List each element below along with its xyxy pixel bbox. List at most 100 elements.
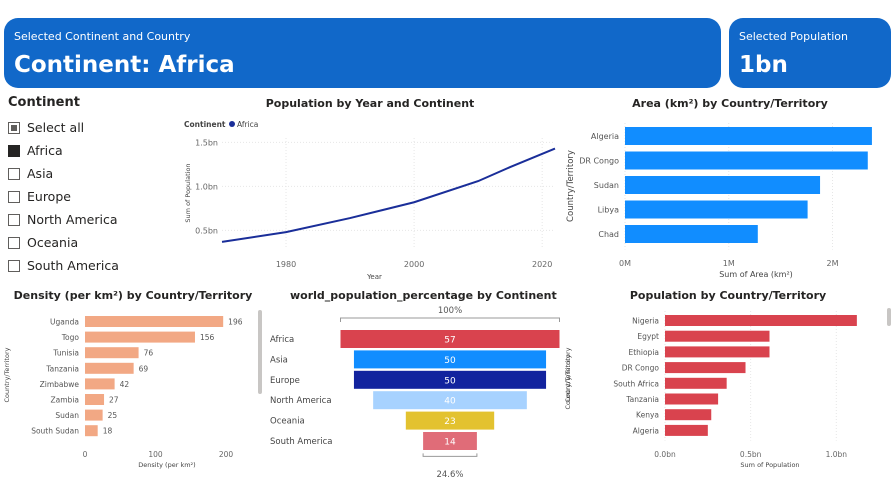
x-tick-label: 0.5bn bbox=[740, 450, 762, 459]
bar-south-africa bbox=[665, 377, 727, 389]
funnel-category-label: Africa bbox=[270, 335, 294, 345]
x-tick-label: 0.0bn bbox=[654, 450, 676, 459]
category-label: DR Congo bbox=[579, 157, 619, 166]
category-label: Libya bbox=[598, 206, 619, 215]
bar-sudan bbox=[85, 409, 103, 421]
bar-dr-congo bbox=[625, 151, 868, 170]
slicer-item-oceania[interactable]: Oceania bbox=[8, 231, 158, 254]
x-tick-label: 1980 bbox=[276, 260, 296, 269]
slicer-item-south-america[interactable]: South America bbox=[8, 254, 158, 277]
y-tick-label: 1.5bn bbox=[195, 138, 218, 147]
funnel-category-label: Europe bbox=[270, 376, 300, 386]
x-tick-label: 200 bbox=[219, 450, 234, 459]
bar-dr-congo bbox=[665, 362, 746, 374]
x-tick-label: 1M bbox=[723, 259, 735, 268]
bar-zimbabwe bbox=[85, 378, 115, 390]
x-tick-label: 2M bbox=[827, 259, 839, 268]
x-axis-title: Year bbox=[366, 273, 382, 281]
line-chart-title: Population by Year and Continent bbox=[265, 97, 475, 110]
funnel-category-label: Oceania bbox=[270, 417, 305, 427]
selection-card-value: Continent: Africa bbox=[14, 52, 235, 78]
slicer-item-select-all[interactable]: Select all bbox=[8, 116, 158, 139]
data-label: 25 bbox=[108, 411, 118, 420]
category-label: Nigeria bbox=[632, 317, 659, 326]
category-label: Togo bbox=[61, 333, 80, 342]
bar-zambia bbox=[85, 394, 105, 405]
x-tick-label: 2000 bbox=[404, 260, 424, 269]
category-label: Algeria bbox=[633, 426, 659, 435]
funnel-category-label: South America bbox=[270, 437, 332, 447]
y-axis-title: Country/Territory bbox=[564, 347, 572, 402]
bar-nigeria bbox=[665, 315, 857, 326]
density-scrollbar[interactable] bbox=[258, 310, 262, 394]
density-chart-title: Density (per km²) by Country/Territory bbox=[13, 289, 253, 302]
population-card-value: 1bn bbox=[739, 52, 788, 78]
funnel-data-label: 23 bbox=[444, 417, 455, 427]
category-label: Sudan bbox=[594, 181, 619, 190]
slicer-item-europe[interactable]: Europe bbox=[8, 185, 158, 208]
legend-entry: Africa bbox=[237, 120, 258, 129]
x-axis-title: Density (per km²) bbox=[138, 461, 195, 469]
funnel-data-label: 50 bbox=[444, 376, 456, 386]
y-axis-title: Sum of Population bbox=[184, 163, 192, 222]
population-chart-title: Population by Country/Territory bbox=[629, 289, 827, 302]
funnel-bar-north-america bbox=[373, 391, 527, 410]
funnel-data-label: 50 bbox=[444, 356, 456, 366]
funnel-bottom-label: 24.6% bbox=[436, 470, 463, 480]
category-label: Tunisia bbox=[52, 349, 79, 358]
slicer-item-north-america[interactable]: North America bbox=[8, 208, 158, 231]
slicer-item-label: South America bbox=[27, 258, 119, 273]
slicer-item-africa[interactable]: Africa bbox=[8, 139, 158, 162]
y-tick-label: 0.5bn bbox=[195, 226, 218, 235]
category-label: Sudan bbox=[55, 411, 79, 420]
category-label: Tanzania bbox=[45, 364, 79, 373]
category-label: South Sudan bbox=[31, 427, 79, 436]
bar-tanzania bbox=[85, 362, 134, 374]
y-tick-label: 1.0bn bbox=[195, 182, 218, 191]
category-label: DR Congo bbox=[622, 364, 660, 373]
checkbox-icon[interactable] bbox=[8, 213, 20, 226]
x-tick-label: 0 bbox=[83, 450, 88, 459]
checkbox-icon[interactable] bbox=[8, 190, 20, 203]
data-label: 196 bbox=[228, 318, 243, 327]
data-label: 27 bbox=[109, 396, 119, 405]
checkbox-icon[interactable] bbox=[8, 121, 20, 134]
category-label: Chad bbox=[598, 230, 619, 239]
data-label: 156 bbox=[200, 333, 215, 342]
bar-egypt bbox=[665, 330, 770, 342]
checkbox-icon[interactable] bbox=[8, 259, 20, 272]
funnel-data-label: 40 bbox=[444, 397, 456, 407]
checkbox-icon[interactable] bbox=[8, 144, 20, 157]
checkbox-icon[interactable] bbox=[8, 236, 20, 249]
funnel-data-label: 57 bbox=[444, 336, 455, 346]
x-tick-label: 2020 bbox=[532, 260, 552, 269]
population-scrollbar[interactable] bbox=[887, 308, 891, 326]
y-axis-title: Country/Territory bbox=[564, 354, 572, 409]
y-axis-title: Country/Territory bbox=[566, 150, 576, 222]
category-label: South Africa bbox=[613, 379, 659, 388]
slicer-item-label: Africa bbox=[27, 143, 63, 158]
slicer-list: Select all Africa Asia Europe North America O… bbox=[8, 116, 158, 277]
continent-slicer: Continent Select all Africa Asia Europe Nort… bbox=[8, 95, 158, 277]
funnel-top-bracket bbox=[340, 317, 560, 322]
category-label: Zambia bbox=[51, 396, 79, 405]
funnel-bar-oceania bbox=[405, 411, 495, 430]
legend-title: Continent bbox=[184, 120, 226, 129]
slicer-item-label: Oceania bbox=[27, 235, 79, 250]
bar-chad bbox=[625, 225, 758, 243]
category-label: Zimbabwe bbox=[40, 380, 80, 389]
funnel-bar-africa bbox=[340, 330, 560, 348]
x-axis-title: Sum of Area (km²) bbox=[719, 270, 793, 279]
checkbox-icon[interactable] bbox=[8, 167, 20, 180]
slicer-item-asia[interactable]: Asia bbox=[8, 162, 158, 185]
slicer-title: Continent bbox=[8, 95, 80, 110]
category-label: Kenya bbox=[636, 411, 659, 420]
y-axis-title: Country/Territory bbox=[3, 347, 11, 402]
funnel-category-label: Asia bbox=[270, 355, 288, 365]
funnel-data-label: 14 bbox=[444, 438, 456, 448]
